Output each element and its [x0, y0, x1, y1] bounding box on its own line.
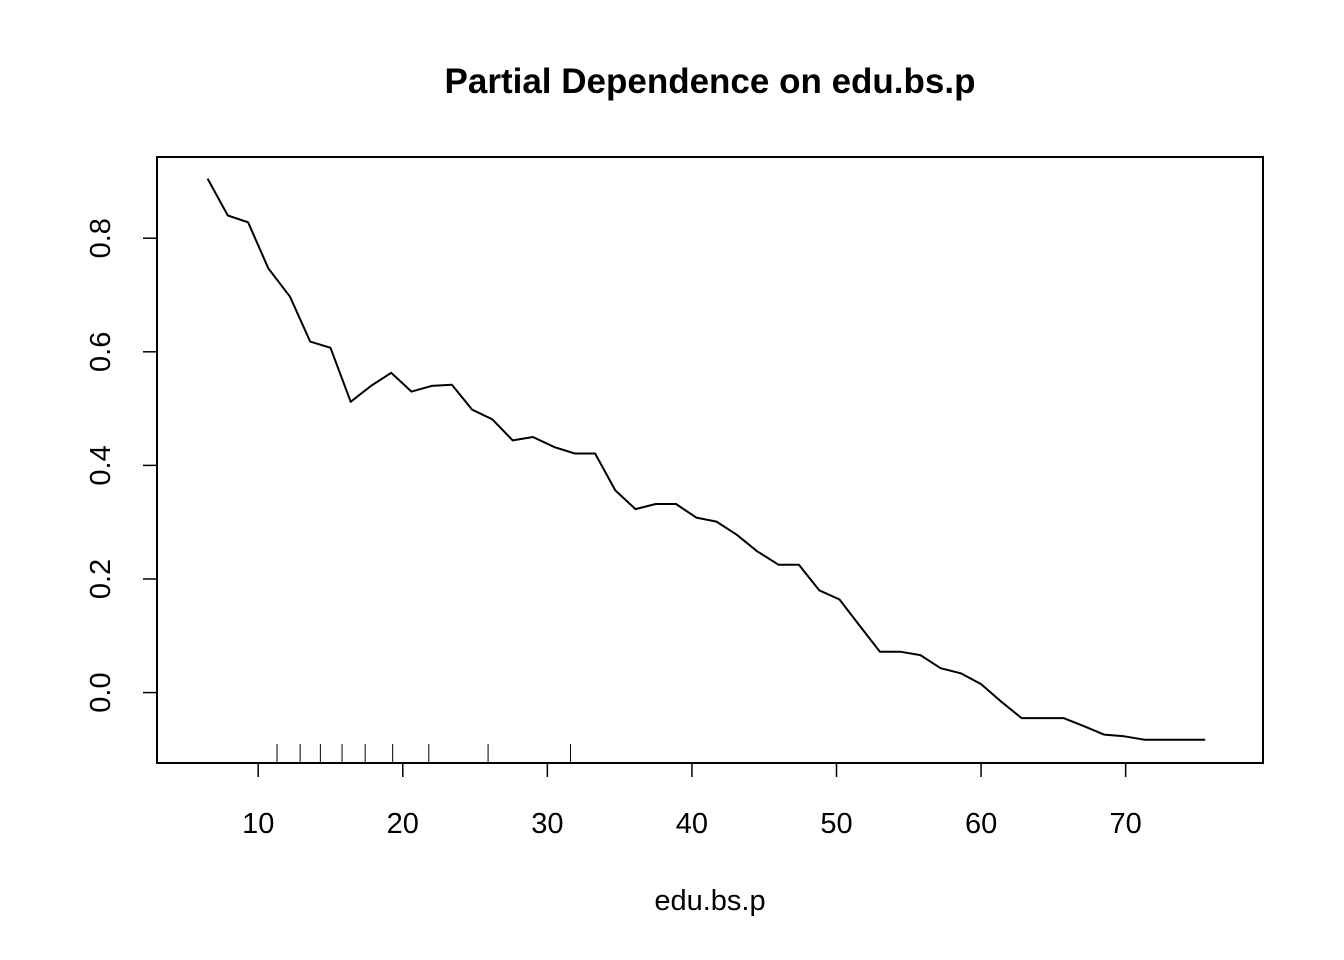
x-tick-label: 20: [387, 808, 419, 840]
x-tick-label: 60: [965, 808, 997, 840]
series-line: [206, 178, 1206, 741]
y-tick-label: 0.8: [85, 218, 117, 258]
x-axis: 10 20 30 40 50 60 70: [242, 762, 1142, 840]
rug-marks: [276, 744, 571, 763]
y-tick-label: 0.4: [85, 445, 117, 485]
y-tick-label: 0.2: [85, 559, 117, 599]
y-tick-label: 0.0: [85, 672, 117, 712]
y-tick-label: 0.6: [85, 332, 117, 372]
chart-title: Partial Dependence on edu.bs.p: [445, 62, 976, 101]
x-tick-label: 40: [676, 808, 708, 840]
plot-frame: [156, 156, 1264, 764]
x-tick-label: 50: [820, 808, 852, 840]
x-tick-label: 30: [531, 808, 563, 840]
x-tick-label: 10: [242, 808, 274, 840]
series-layer: [206, 178, 1206, 741]
y-axis: 0.0 0.2 0.4 0.6 0.8: [85, 218, 158, 713]
x-axis-label: edu.bs.p: [654, 885, 765, 917]
x-tick-label: 70: [1110, 808, 1142, 840]
